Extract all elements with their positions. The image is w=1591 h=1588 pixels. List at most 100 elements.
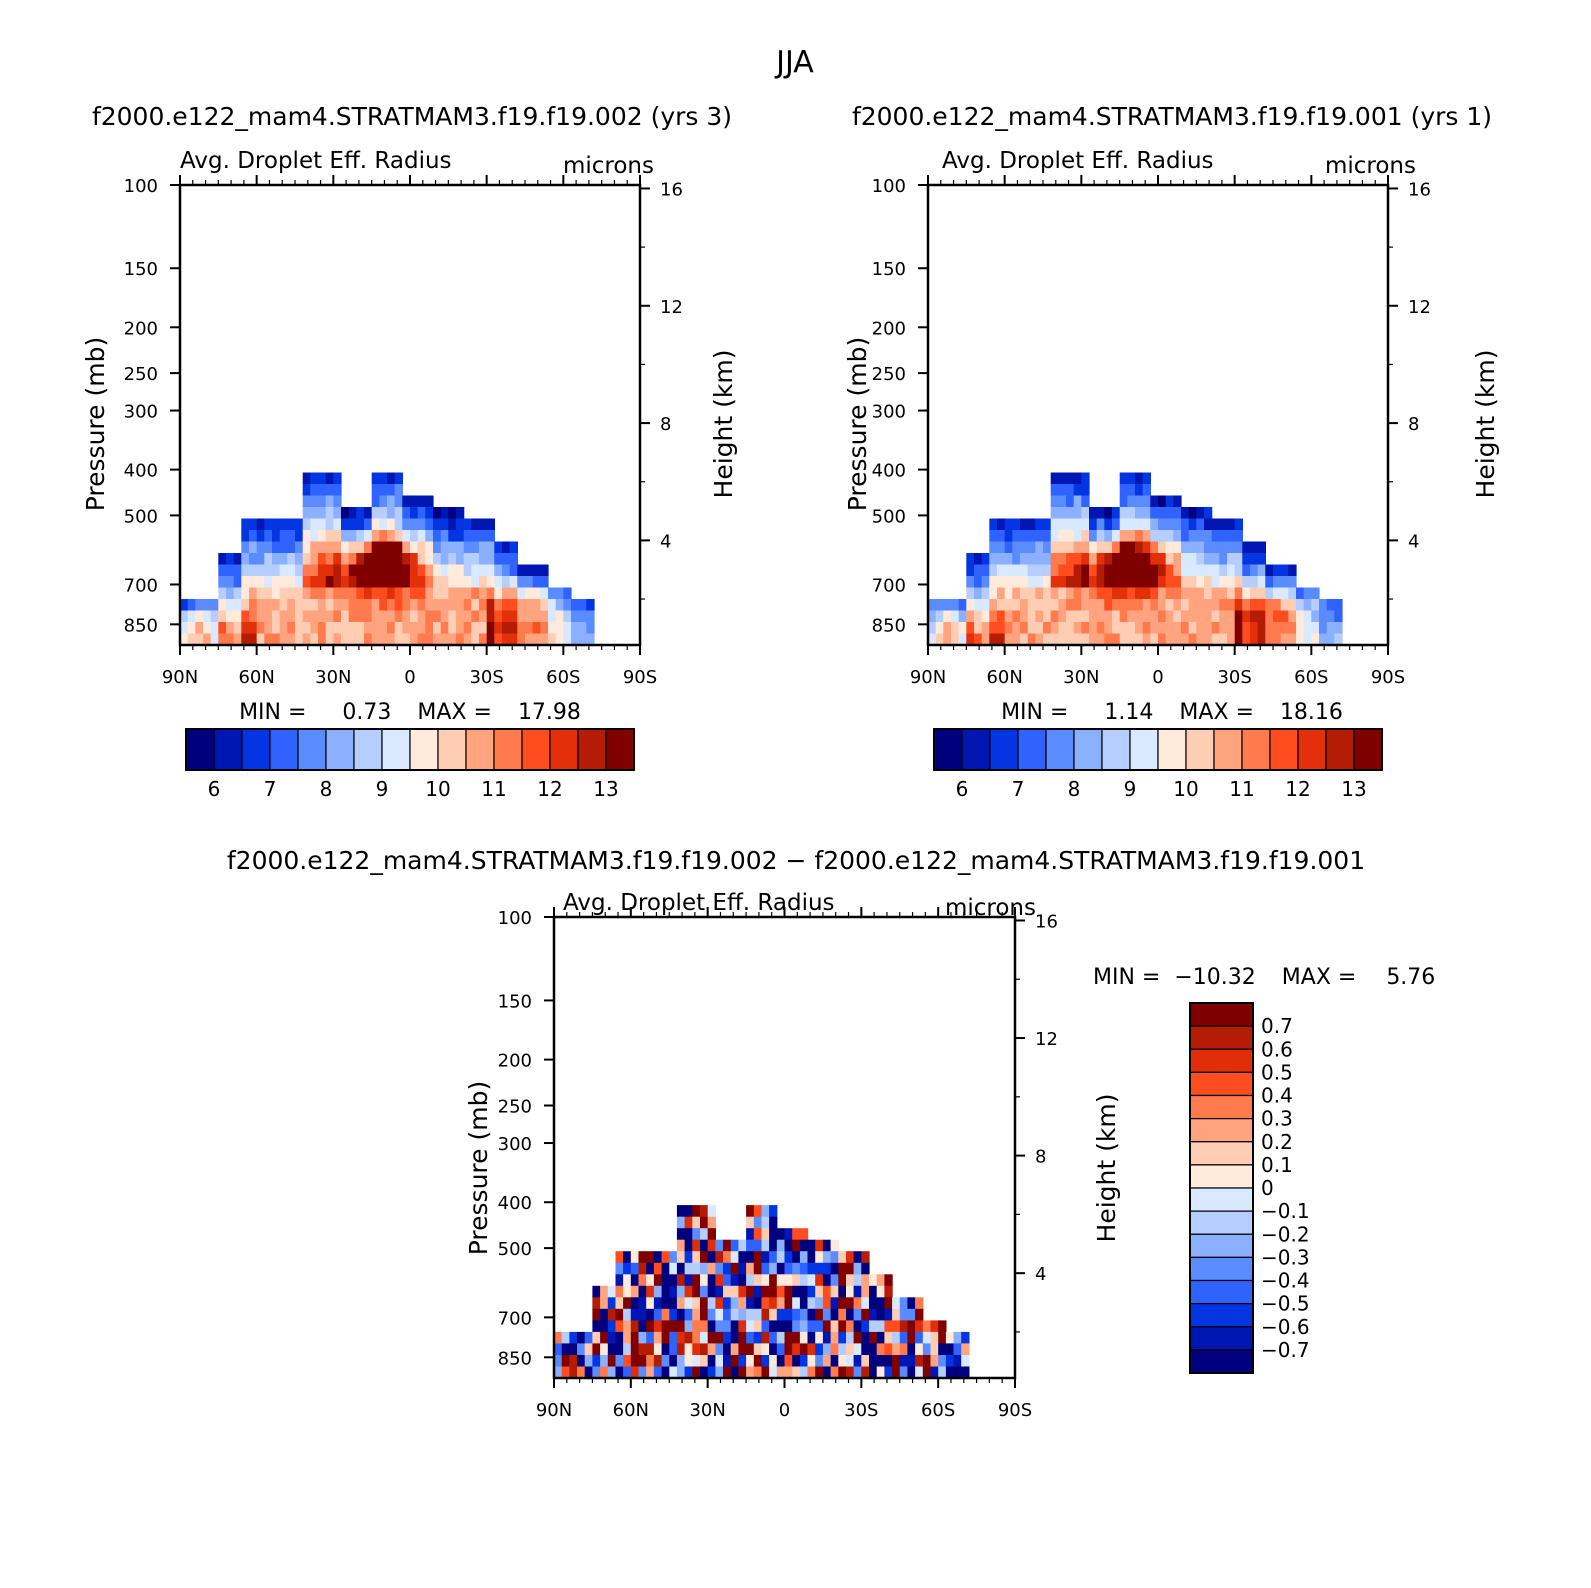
contour-cell (371, 576, 380, 589)
panel1-colorbar-label: 8 (320, 777, 333, 801)
contour-cell (1219, 518, 1228, 531)
contour-cell (1135, 518, 1144, 531)
contour-cell (592, 1308, 601, 1321)
contour-cell (341, 610, 350, 623)
contour-cell (792, 1228, 801, 1241)
panel1-left-string: Avg. Droplet Eff. Radius (180, 148, 452, 174)
contour-cell (1158, 622, 1167, 635)
contour-cell (646, 1366, 655, 1379)
contour-cell (615, 1366, 624, 1379)
contour-cell (700, 1308, 709, 1321)
contour-cell (1073, 553, 1082, 566)
contour-cell (410, 587, 419, 600)
panel1-colorbar-frame (185, 728, 635, 771)
contour-cell (310, 484, 319, 497)
contour-cell (287, 564, 296, 577)
contour-cell (661, 1262, 670, 1275)
contour-cell (776, 1239, 786, 1252)
contour-cell (318, 564, 327, 577)
contour-cell (997, 633, 1006, 646)
contour-cell (799, 1228, 809, 1241)
contour-cell (371, 553, 380, 566)
panel1-colorbar-box (381, 728, 411, 771)
contour-cell (310, 599, 319, 612)
contour-cell (578, 622, 587, 635)
contour-cell (1050, 553, 1059, 566)
contour-cell (333, 633, 342, 646)
contour-cell (930, 1320, 939, 1333)
contour-cell (302, 576, 311, 589)
contour-cell (1288, 610, 1297, 623)
contour-cell (1219, 633, 1228, 646)
contour-cell (600, 1320, 609, 1333)
contour-cell (318, 495, 327, 508)
contour-cell (684, 1343, 693, 1356)
contour-cell (410, 507, 419, 520)
contour-cell (1081, 564, 1090, 577)
contour-cell (379, 610, 388, 623)
contour-cell (700, 1285, 709, 1298)
contour-cell (1096, 530, 1105, 543)
contour-cell (1035, 576, 1044, 589)
contour-cell (692, 1216, 701, 1229)
contour-cell (799, 1285, 809, 1298)
contour-cell (623, 1285, 632, 1298)
contour-cell (532, 599, 541, 612)
panel2-y-tick-label: 150 (872, 259, 906, 280)
contour-cell (1104, 518, 1113, 531)
contour-cell (915, 1297, 924, 1310)
contour-cell (1119, 553, 1128, 566)
panel1-x-tick-label: 60N (238, 667, 274, 688)
contour-cell (356, 530, 365, 543)
contour-cell (1334, 622, 1343, 635)
contour-cell (1096, 633, 1105, 646)
panel2-right-string: microns (1325, 153, 1416, 179)
contour-cell (471, 599, 480, 612)
contour-cell (989, 633, 998, 646)
contour-cell (517, 622, 526, 635)
contour-cell (761, 1308, 770, 1321)
contour-cell (1257, 564, 1266, 577)
contour-cell (1043, 599, 1052, 612)
contour-cell (563, 622, 572, 635)
contour-cell (256, 622, 265, 635)
contour-cell (1073, 518, 1082, 531)
contour-cell (1234, 610, 1243, 623)
contour-cell (853, 1251, 862, 1264)
contour-cell (1173, 507, 1182, 520)
contour-cell (417, 599, 426, 612)
contour-cell (600, 1285, 609, 1298)
contour-cell (1127, 507, 1136, 520)
contour-cell (333, 553, 342, 566)
contour-cell (830, 1239, 839, 1252)
contour-cell (325, 587, 334, 600)
contour-cell (692, 1297, 701, 1310)
contour-cell (761, 1297, 770, 1310)
contour-cell (348, 541, 357, 554)
contour-cell (876, 1366, 885, 1379)
contour-cell (577, 1355, 586, 1368)
contour-cell (646, 1274, 655, 1287)
contour-cell (302, 622, 311, 635)
contour-cell (1020, 541, 1029, 554)
contour-cell (700, 1366, 709, 1379)
contour-cell (700, 1262, 709, 1275)
contour-cell (707, 1285, 716, 1298)
contour-cell (1158, 564, 1167, 577)
contour-cell (295, 541, 304, 554)
contour-cell (1119, 541, 1128, 554)
contour-cell (586, 599, 595, 612)
panel2-colorbar-box (1017, 728, 1047, 771)
contour-cell (1158, 576, 1167, 589)
contour-cell (1050, 622, 1059, 635)
contour-cell (348, 622, 357, 635)
contour-cell (1204, 518, 1213, 531)
panel1-colorbar-box (185, 728, 215, 771)
contour-cell (318, 633, 327, 646)
contour-cell (249, 564, 258, 577)
contour-cell (1142, 507, 1151, 520)
contour-cell (318, 553, 327, 566)
contour-cell (295, 599, 304, 612)
contour-cell (815, 1285, 824, 1298)
contour-cell (1127, 576, 1136, 589)
